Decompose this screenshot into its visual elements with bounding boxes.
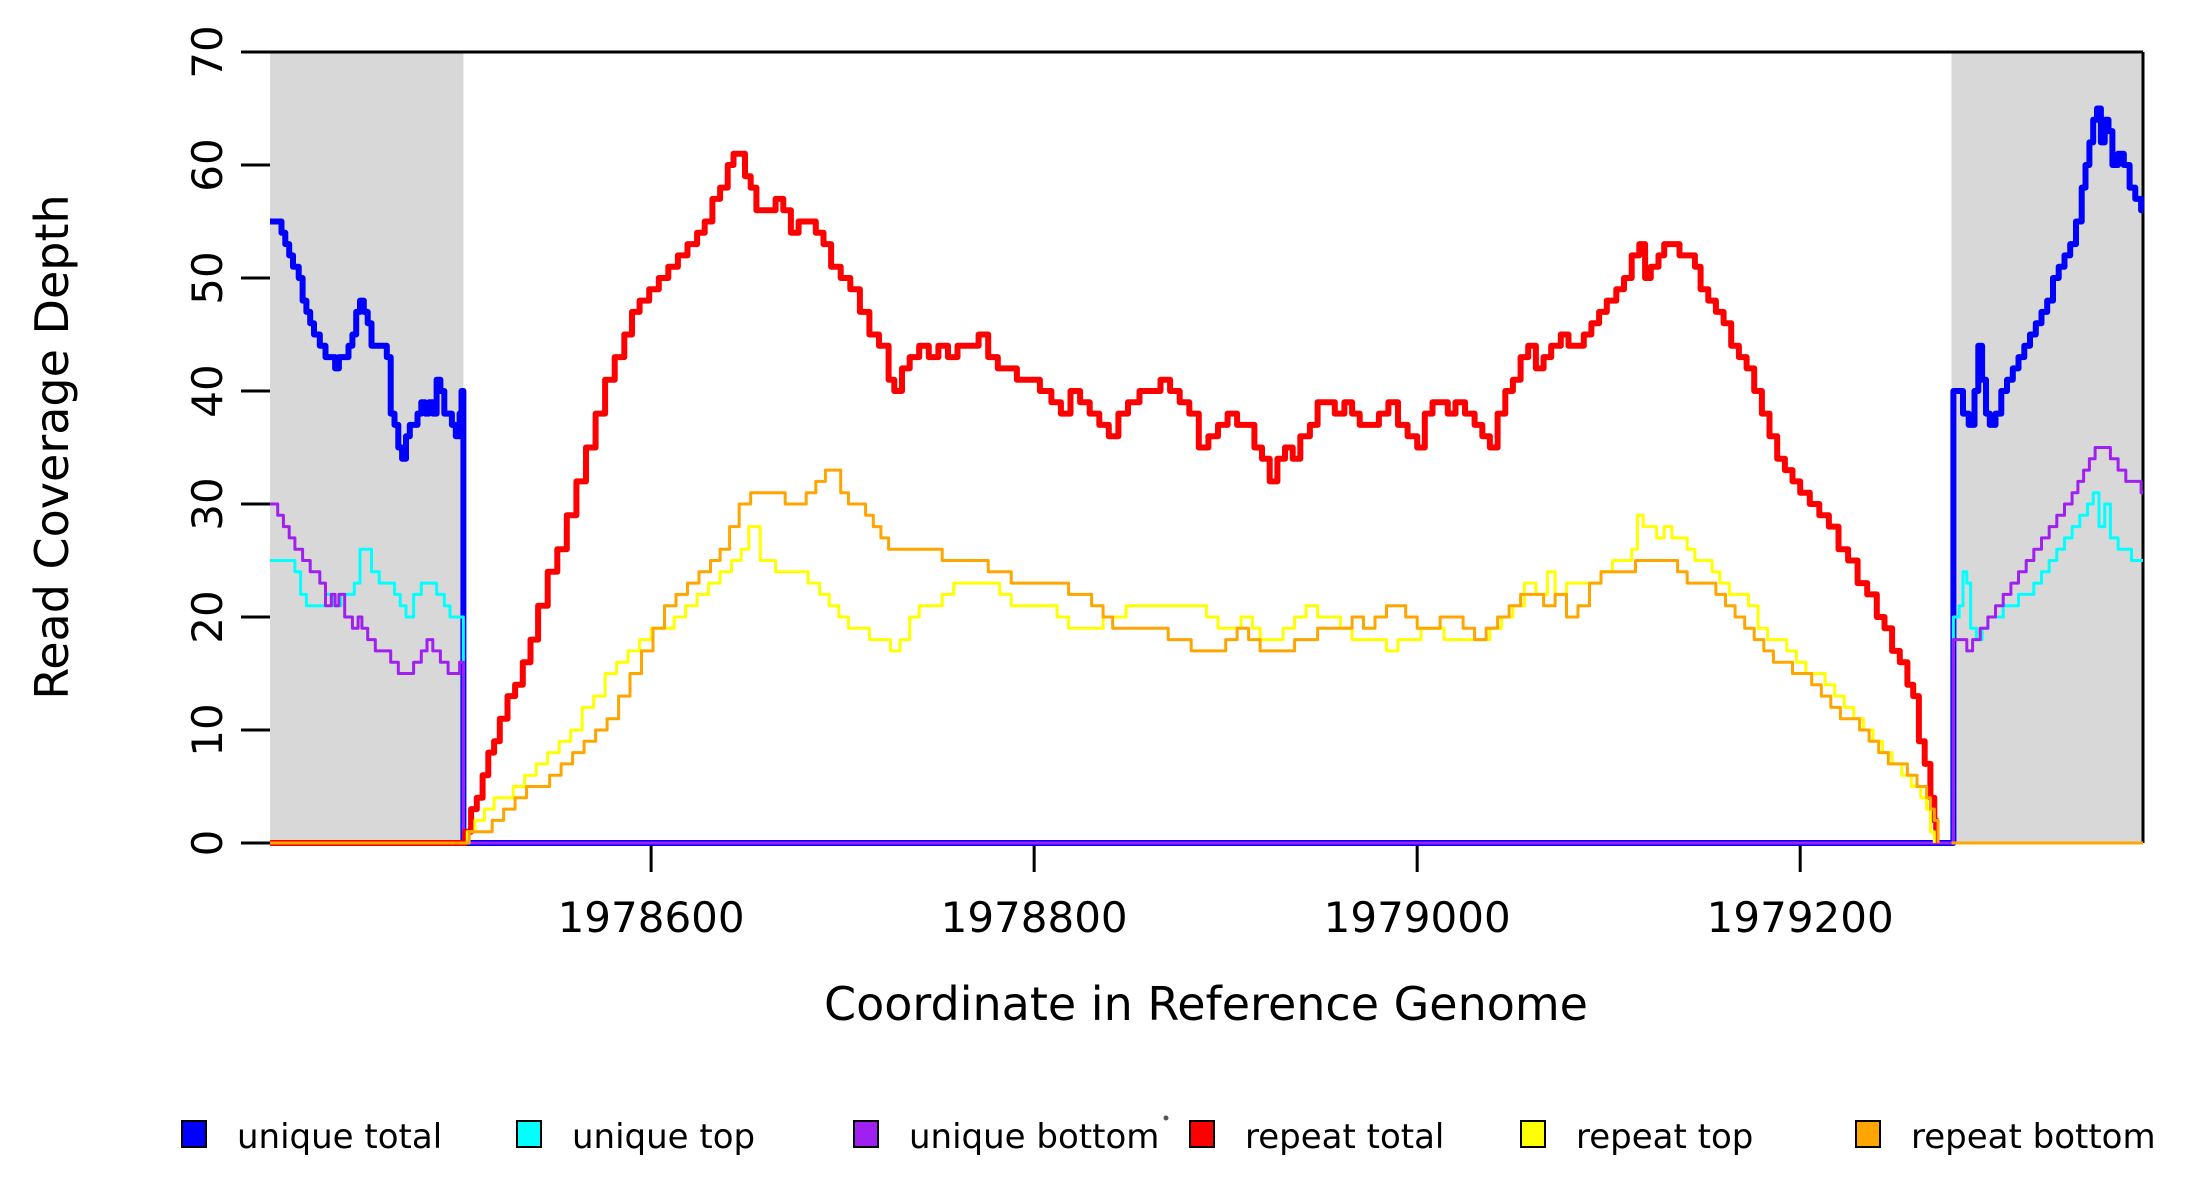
- stray-dot-artifact: [1163, 1115, 1169, 1121]
- y-tick-label: 40: [183, 364, 232, 417]
- y-tick-label: 20: [183, 590, 232, 643]
- series-line-repeat-top: [270, 513, 1936, 845]
- x-tick-label: 1979200: [1707, 893, 1894, 942]
- shaded-flank-region: [1951, 52, 2143, 843]
- y-tick-label: 30: [183, 477, 232, 530]
- y-axis-title: Read Coverage Depth: [25, 194, 79, 699]
- legend-swatch-repeat-total: [1189, 1120, 1215, 1148]
- shaded-flank-region: [270, 52, 464, 843]
- legend-swatch-repeat-bottom: [1855, 1120, 1881, 1148]
- legend-entry: repeat total: [1189, 1117, 1444, 1157]
- legend-swatch-unique-bottom: [853, 1120, 879, 1148]
- legend-label: unique top: [572, 1117, 755, 1157]
- x-tick-label: 1978800: [941, 893, 1128, 942]
- series-line-unique-bottom: [270, 446, 2143, 845]
- tick-labels-layer: 0 10 20 30 40 50 60 70 1978600 1978800 1979000 1979…: [183, 25, 1894, 942]
- legend-entry: repeat top: [1520, 1117, 1753, 1157]
- legend-label: repeat bottom: [1911, 1117, 2156, 1157]
- legend-entry: unique bottom: [853, 1117, 1159, 1157]
- legend: unique total unique top unique bottom repea…: [181, 1117, 2156, 1157]
- data-series-layer: [270, 105, 2145, 846]
- y-tick-label: 10: [183, 703, 232, 756]
- legend-swatch-unique-total: [181, 1120, 207, 1148]
- legend-entry: repeat bottom: [1855, 1117, 2156, 1157]
- axes-frame-layer: [241, 50, 2145, 872]
- legend-label: unique total: [237, 1117, 442, 1157]
- series-line-unique-total: [270, 105, 2145, 846]
- y-tick-label: 60: [183, 138, 232, 191]
- legend-swatch-repeat-top: [1520, 1120, 1546, 1148]
- legend-swatch-unique-top: [516, 1120, 542, 1148]
- series-line-unique-top: [270, 491, 2143, 845]
- legend-label: repeat top: [1576, 1117, 1753, 1157]
- x-axis-title: Coordinate in Reference Genome: [824, 977, 1588, 1031]
- x-tick-label: 1978600: [558, 893, 745, 942]
- legend-entry: unique total: [181, 1117, 442, 1157]
- y-tick-label: 50: [183, 251, 232, 304]
- y-tick-label: 70: [183, 25, 232, 78]
- y-tick-label: 0: [183, 830, 232, 857]
- x-tick-label: 1979000: [1324, 893, 1511, 942]
- legend-label: repeat total: [1245, 1117, 1444, 1157]
- series-line-repeat-bottom: [270, 468, 2143, 845]
- series-line-repeat-total: [270, 150, 1940, 846]
- legend-label: unique bottom: [909, 1117, 1159, 1157]
- legend-entry: unique top: [516, 1117, 755, 1157]
